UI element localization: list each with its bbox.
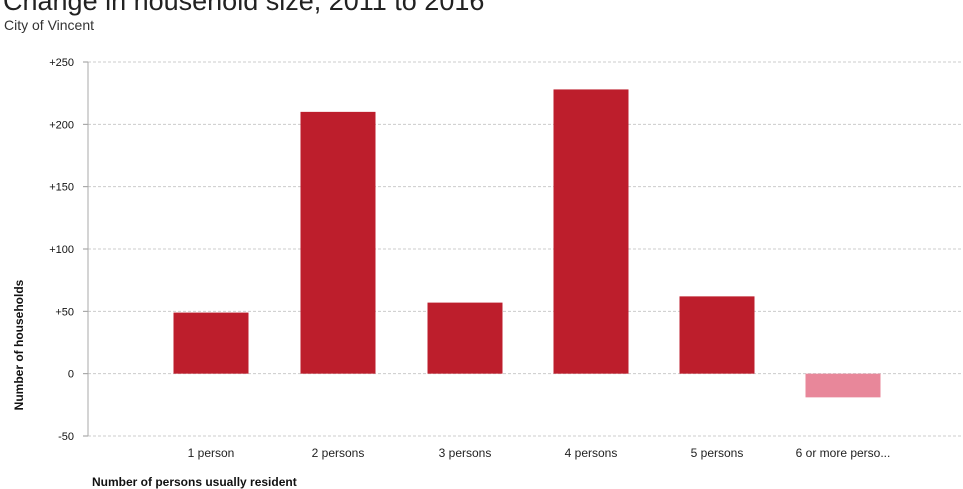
bar xyxy=(300,111,376,374)
x-category-label: 3 persons xyxy=(439,446,492,460)
x-category-label: 6 or more perso... xyxy=(796,446,891,460)
y-tick-label: +150 xyxy=(49,182,74,194)
x-category-label: 4 persons xyxy=(565,446,618,460)
bars xyxy=(173,89,881,398)
x-category-label: 1 person xyxy=(188,446,235,460)
y-axis-title: Number of households xyxy=(12,279,26,410)
chart-subtitle: City of Vincent xyxy=(4,17,95,33)
bar xyxy=(427,302,503,374)
bar xyxy=(173,312,249,374)
y-tick-label: +200 xyxy=(49,119,74,131)
x-axis-categories: 1 person 2 persons 3 persons 4 persons 5 per… xyxy=(188,446,891,460)
x-category-label: 5 persons xyxy=(691,446,744,460)
y-axis-ticks: -50 0 +50 +100 +150 +200 +250 xyxy=(49,57,88,443)
y-tick-label: 0 xyxy=(68,369,74,381)
x-category-label: 2 persons xyxy=(312,446,365,460)
y-tick-label: +50 xyxy=(55,306,74,318)
y-tick-label: -50 xyxy=(58,431,74,443)
bar xyxy=(553,89,629,374)
x-axis-title: Number of persons usually resident xyxy=(92,475,297,489)
chart-title: Change in household size, 2011 to 2016 xyxy=(3,0,485,16)
bar xyxy=(679,296,755,374)
y-tick-label: +100 xyxy=(49,244,74,256)
bar xyxy=(805,373,881,398)
y-tick-label: +250 xyxy=(49,57,74,69)
